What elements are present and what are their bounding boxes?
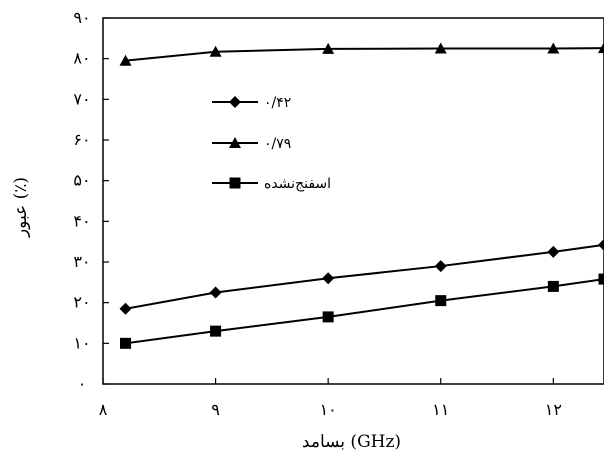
- data-point-diamond: [547, 245, 560, 258]
- data-point-triangle: [598, 42, 604, 54]
- legend: ۰/۴۲ ۰/۷۹ اسفنج‌نشده: [212, 95, 331, 192]
- x-tick-label: ۱۰: [320, 400, 337, 419]
- y-tick-label: ۵۰: [73, 171, 90, 190]
- series-square: [120, 273, 604, 349]
- y-axis-title: عبور (٪): [11, 177, 31, 238]
- series-line: [125, 47, 604, 62]
- y-tick-label: ۷۰: [73, 89, 90, 108]
- y-tick-label: ۴۰: [73, 211, 90, 230]
- data-point-diamond: [322, 272, 335, 285]
- y-tick-label: ۲۰: [73, 293, 90, 312]
- series-triangle: [119, 42, 604, 66]
- legend-item: ۰/۴۲: [212, 95, 291, 111]
- data-point-triangle: [209, 45, 222, 57]
- y-tick-label: ۳۰: [73, 252, 90, 271]
- data-point-triangle: [322, 42, 335, 54]
- legend-label: اسفنج‌نشده: [264, 176, 331, 192]
- legend-marker-diamond: [229, 96, 241, 108]
- data-point-diamond: [209, 286, 222, 299]
- data-point-triangle: [119, 54, 132, 66]
- data-point-diamond: [434, 260, 447, 273]
- data-point-diamond: [598, 238, 604, 251]
- series-diamond: [119, 238, 604, 315]
- data-point-square: [120, 337, 132, 349]
- x-tick-label: ۹: [211, 400, 220, 419]
- legend-marker-triangle: [229, 137, 241, 148]
- data-point-square: [210, 325, 222, 337]
- legend-marker-square: [229, 177, 241, 189]
- y-tick-label: ۹۰: [73, 8, 90, 27]
- series-layer: [119, 42, 604, 349]
- legend-label: ۰/۴۲: [264, 95, 291, 111]
- legend-label: ۰/۷۹: [264, 136, 291, 152]
- legend-item: اسفنج‌نشده: [212, 176, 331, 192]
- data-point-triangle: [434, 42, 447, 54]
- x-axis-ticks: ۸ ۹ ۱۰ ۱۱ ۱۲: [99, 378, 562, 419]
- x-tick-label: ۸: [99, 400, 108, 419]
- data-point-diamond: [119, 302, 132, 315]
- x-tick-label: ۱۱: [432, 400, 449, 419]
- legend-item: ۰/۷۹: [212, 136, 291, 152]
- data-point-square: [435, 295, 447, 307]
- data-point-square: [598, 273, 604, 285]
- y-axis-ticks: ۰ ۱۰ ۲۰ ۳۰ ۴۰ ۵۰ ۶۰ ۷۰ ۸۰ ۹۰: [73, 8, 109, 393]
- y-tick-label: ۰: [78, 374, 87, 393]
- data-point-square: [547, 280, 559, 292]
- x-axis-title: بسامد (GHz): [302, 432, 401, 452]
- y-tick-label: ۶۰: [73, 130, 90, 149]
- series-line: [125, 278, 604, 345]
- data-point-triangle: [547, 42, 560, 54]
- y-tick-label: ۸۰: [73, 49, 90, 68]
- series-line: [125, 243, 604, 310]
- data-point-square: [322, 311, 334, 323]
- plot-frame: [102, 17, 604, 385]
- x-tick-label: ۱۲: [545, 400, 562, 419]
- y-tick-label: ۱۰: [73, 333, 90, 352]
